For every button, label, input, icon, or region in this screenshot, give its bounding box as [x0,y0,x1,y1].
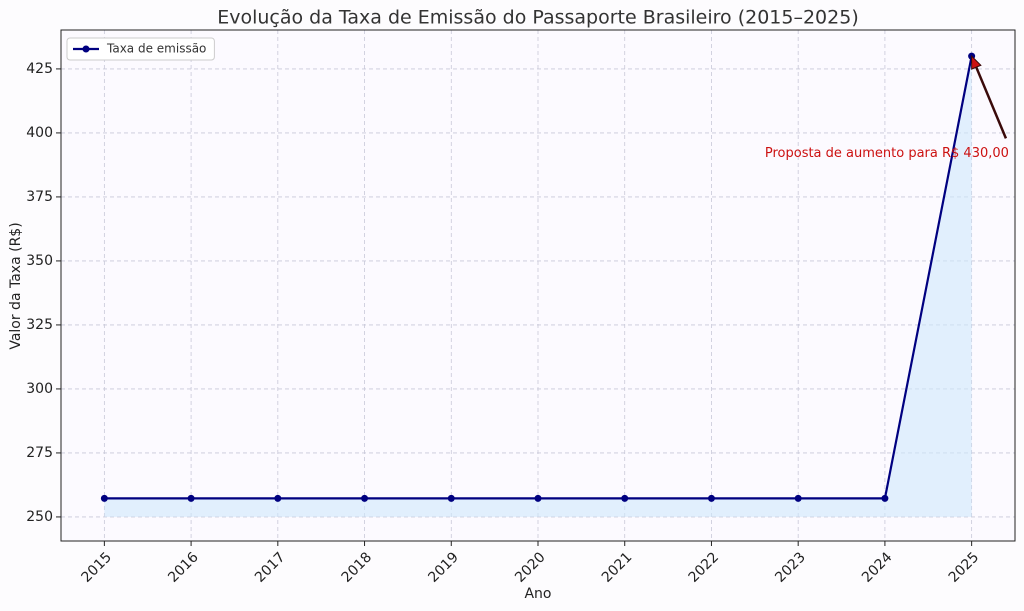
y-axis-label: Valor da Taxa (R$) [8,222,24,349]
marker [447,494,455,502]
marker [361,494,369,502]
x-axis-label: Ano [524,586,551,602]
y-tick-label: 400 [26,125,53,141]
marker [100,494,108,502]
legend: Taxa de emissão [66,37,215,61]
marker [621,494,629,502]
marker [881,494,889,502]
marker [274,494,282,502]
marker [187,494,195,502]
marker [794,494,802,502]
legend-box [66,37,215,61]
legend-marker [82,45,90,53]
y-tick-label: 250 [26,509,53,525]
annotation-arrowhead [971,54,982,70]
axes-frame [60,29,1016,542]
legend-label: Taxa de emissão [106,42,206,56]
y-tick-label: 275 [26,445,53,461]
annotation-text: Proposta de aumento para R$ 430,00 [765,146,1009,161]
chart-title: Evolução da Taxa de Emissão do Passaport… [217,7,859,29]
y-tick-label: 350 [26,253,53,269]
y-tick-label: 375 [26,189,53,205]
y-tick-label: 425 [26,61,53,77]
marker [534,494,542,502]
y-tick-label: 300 [26,381,53,397]
marker [707,494,715,502]
y-tick-label: 325 [26,317,53,333]
annotation-arrow [975,66,1008,139]
